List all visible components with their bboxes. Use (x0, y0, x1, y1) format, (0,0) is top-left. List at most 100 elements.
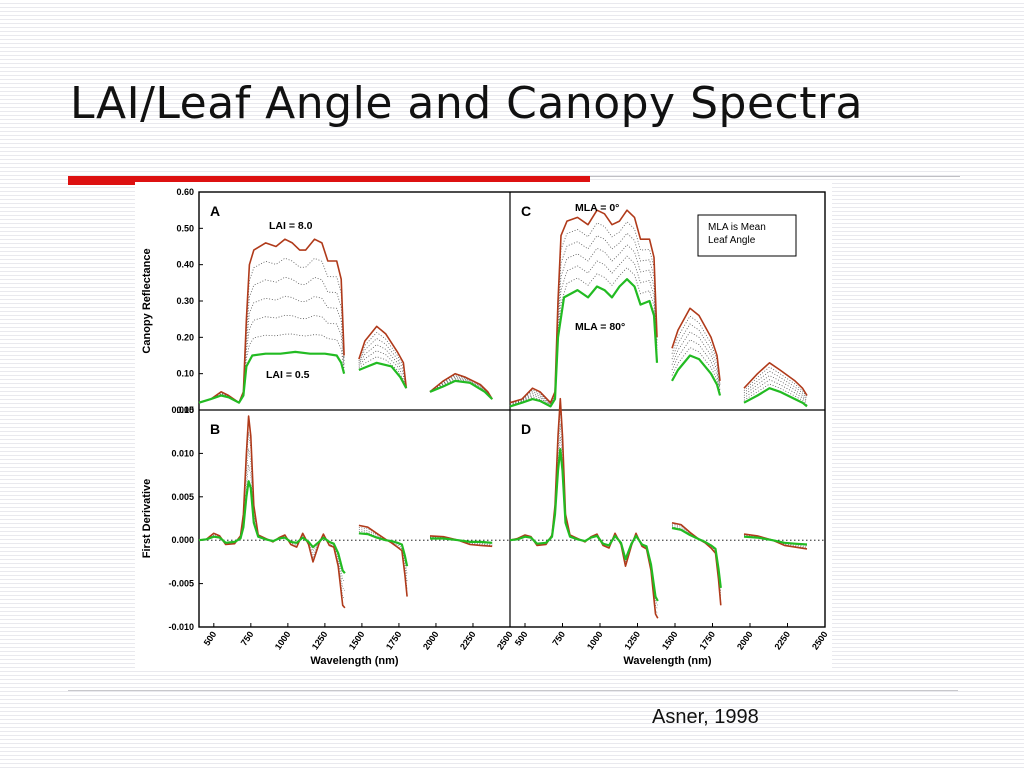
title-underline-gray (590, 176, 960, 177)
x-tick-label-1-7: 2250 (772, 629, 792, 651)
series-min-C-0 (509, 278, 659, 408)
derivative-tick-label-2: 0.000 (171, 535, 194, 545)
x-tick-label-0-6: 2000 (421, 629, 441, 651)
annotation-mla-high: MLA = 80° (575, 321, 625, 333)
series-min-D-0 (509, 448, 659, 602)
series-min-C-1 (671, 354, 722, 396)
intermediate-curve-A-1-1 (358, 356, 407, 389)
x-axis-label-1: Wavelength (nm) (623, 655, 712, 667)
series-min-A-0 (198, 350, 346, 404)
x-tick-label-1-3: 1250 (622, 629, 642, 651)
intermediate-curve-A-2-0 (198, 314, 345, 404)
intermediate-curve-B-1-0 (198, 464, 346, 583)
panel-letter-C: C (521, 203, 531, 219)
series-max-C-0 (509, 209, 658, 404)
series-max-D-0 (509, 397, 659, 619)
x-tick-label-1-2: 1000 (585, 629, 605, 651)
reflectance-tick-label-6: 0.60 (176, 187, 194, 197)
intermediate-curve-C-5-2 (743, 366, 808, 398)
reflectance-tick-label-2: 0.20 (176, 332, 194, 342)
intermediate-curve-A-3-2 (429, 376, 493, 400)
intermediate-curve-A-4-0 (198, 276, 345, 404)
intermediate-curve-B-3-0 (198, 432, 346, 600)
intermediate-curve-C-5-0 (509, 221, 658, 404)
series-max-B-1 (358, 524, 408, 597)
x-tick-label-1-6: 2000 (735, 629, 755, 651)
x-tick-label-0-1: 750 (239, 629, 256, 647)
x-tick-label-0-7: 2250 (458, 629, 478, 651)
panel-letter-A: A (210, 203, 220, 219)
citation: Asner, 1998 (652, 706, 759, 728)
panel-letter-D: D (521, 421, 531, 437)
panel-letter-B: B (210, 421, 220, 437)
series-max-B-0 (198, 415, 346, 609)
annotation-lai-high: LAI = 8.0 (269, 220, 313, 232)
series-min-B-2 (430, 537, 493, 544)
reflectance-tick-label-5: 0.50 (176, 223, 194, 233)
series-min-B-0 (198, 480, 346, 574)
intermediate-curve-C-3-2 (743, 375, 808, 402)
annotation-mla-low: MLA = 0° (575, 202, 619, 214)
intermediate-curve-C-5-1 (671, 315, 721, 384)
x-tick-label-1-0: 500 (513, 629, 530, 647)
derivative-tick-label-1: -0.005 (168, 579, 194, 589)
intermediate-curve-C-1-0 (509, 267, 658, 407)
series-min-D-2 (743, 535, 808, 546)
series-max-C-1 (671, 307, 721, 381)
intermediate-curve-B-2-0 (198, 448, 346, 591)
series-max-D-2 (743, 533, 808, 550)
footer-rule (68, 690, 958, 691)
x-axis-label-0: Wavelength (nm) (310, 655, 399, 667)
intermediate-curve-B-3-2 (429, 536, 493, 546)
intermediate-curve-C-2-2 (743, 379, 808, 403)
intermediate-curve-D-3-1 (671, 523, 722, 602)
spectra-chart: 0.00 0.10 0.20 0.30 0.40 0.50 0.60 -0.010 -0.005… (141, 187, 830, 667)
intermediate-curve-A-3-0 (198, 295, 345, 404)
x-tick-label-0-3: 1250 (310, 629, 330, 651)
annotation-lai-low: LAI = 0.5 (266, 369, 310, 381)
reflectance-tick-label-1: 0.10 (176, 369, 194, 379)
intermediate-curve-A-4-1 (358, 337, 407, 389)
title-underline-red (68, 176, 590, 185)
intermediate-curve-C-3-0 (509, 244, 658, 406)
reflectance-tick-label-3: 0.30 (176, 296, 194, 306)
series-min-C-2 (743, 387, 808, 408)
reflectance-tick-label-4: 0.40 (176, 260, 194, 270)
slide-title: LAI/Leaf Angle and Canopy Spectra (70, 78, 864, 129)
intermediate-curve-C-1-1 (671, 347, 721, 394)
intermediate-curve-D-3-0 (509, 411, 659, 615)
intermediate-curve-A-5-0 (198, 257, 345, 404)
x-tick-label-0-8: 2500 (495, 629, 515, 651)
intermediate-curve-A-3-1 (358, 344, 407, 389)
series-max-D-1 (671, 522, 722, 606)
x-tick-label-0-4: 1500 (347, 629, 367, 651)
intermediate-curve-B-2-2 (429, 536, 493, 545)
series-max-A-1 (358, 325, 408, 389)
derivative-tick-label-0: -0.010 (168, 622, 194, 632)
x-tick-label-0-5: 1750 (384, 629, 404, 651)
x-tick-label-1-4: 1500 (660, 629, 680, 651)
intermediate-curve-D-1-0 (509, 436, 659, 606)
intermediate-curve-A-2-1 (358, 350, 407, 389)
x-tick-label-1-8: 2500 (810, 629, 830, 651)
y-axis-label-reflectance: Canopy Reflectance (141, 248, 153, 353)
series-max-B-2 (429, 535, 493, 548)
x-tick-label-0-0: 500 (202, 629, 219, 647)
reflectance-tick-label-0: 0.00 (176, 405, 194, 415)
intermediate-curve-D-2-1 (671, 525, 722, 597)
intermediate-curve-C-4-0 (509, 232, 658, 405)
intermediate-curve-C-4-2 (743, 370, 808, 400)
series-min-B-1 (358, 532, 409, 567)
series-min-A-1 (358, 361, 408, 389)
intermediate-curve-C-2-0 (509, 255, 658, 406)
series-min-D-1 (671, 526, 722, 589)
intermediate-curve-C-2-1 (671, 339, 721, 391)
intermediate-curve-C-3-1 (671, 331, 721, 389)
x-tick-label-1-5: 1750 (697, 629, 717, 651)
spectra-figure: 0.00 0.10 0.20 0.30 0.40 0.50 0.60 -0.010 -0.005… (135, 182, 832, 670)
derivative-tick-label-5: 0.015 (171, 405, 194, 415)
intermediate-curve-C-4-1 (671, 323, 721, 386)
derivative-tick-label-3: 0.005 (171, 492, 194, 502)
intermediate-curve-A-5-1 (358, 331, 407, 389)
series-min-A-2 (429, 379, 493, 400)
